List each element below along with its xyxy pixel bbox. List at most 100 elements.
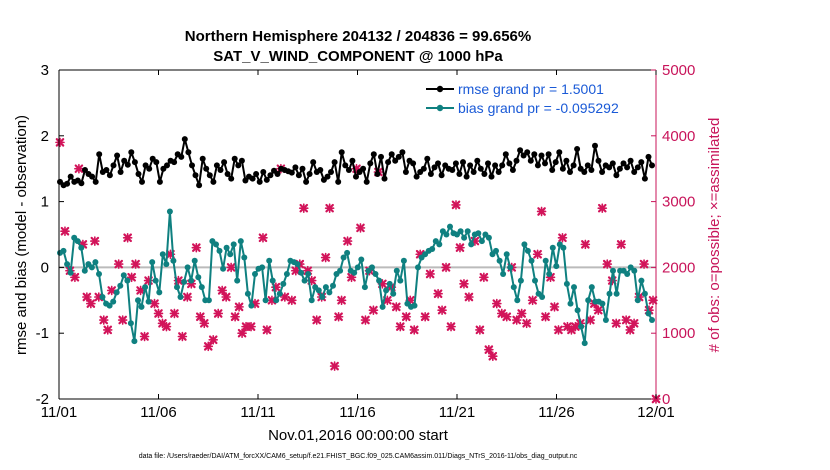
bias-point xyxy=(588,284,595,291)
bias-point xyxy=(645,310,652,317)
obs-marker xyxy=(409,325,420,335)
bias-point xyxy=(571,284,577,291)
rmse-point xyxy=(649,162,655,169)
bias-point xyxy=(67,269,74,276)
rmse-point xyxy=(367,160,374,167)
rmse-point xyxy=(513,157,520,164)
obs-marker xyxy=(549,302,560,312)
bias-point xyxy=(166,208,173,215)
obs-marker xyxy=(258,232,268,243)
rmse-point xyxy=(360,165,367,172)
bias-point xyxy=(500,271,507,277)
obs-marker xyxy=(117,315,128,325)
bias-point xyxy=(624,271,631,277)
bias-point xyxy=(131,338,138,345)
legend-box xyxy=(424,77,646,119)
obs-marker xyxy=(191,242,202,253)
obs-marker xyxy=(597,203,608,213)
obs-marker xyxy=(570,321,581,332)
y-tick-label: 2 xyxy=(41,128,49,145)
rmse-point xyxy=(460,159,466,166)
bias-point xyxy=(234,277,241,284)
bias-point xyxy=(64,261,71,268)
bias-point xyxy=(177,294,184,300)
rmse-point xyxy=(199,155,206,162)
rmse-point xyxy=(542,160,548,167)
rmse-point xyxy=(181,136,188,143)
rmse-point xyxy=(449,167,456,173)
rmse-point xyxy=(438,172,445,179)
obs-marker xyxy=(355,223,366,233)
obs-markers xyxy=(55,78,661,404)
x-axis-label: Nov.01,2016 00:00:00 start xyxy=(268,427,449,444)
rmse-point xyxy=(559,165,566,172)
bias-point xyxy=(88,264,95,271)
rmse-point xyxy=(238,157,245,164)
y-tick-label: 0 xyxy=(41,259,49,276)
rmse-point xyxy=(253,171,260,177)
rmse-point xyxy=(64,180,71,187)
bias-point xyxy=(142,284,149,291)
y2-tick-label: 3000 xyxy=(662,194,695,211)
x-tick-label: 11/01 xyxy=(41,404,77,421)
obs-marker xyxy=(320,252,331,263)
rmse-point xyxy=(124,161,131,168)
legend: rmse grand pr = 1.5001 bias grand pr = -… xyxy=(424,77,646,119)
obs-marker xyxy=(86,298,96,309)
rmse-point xyxy=(509,167,516,173)
rmse-point xyxy=(196,182,203,189)
obs-marker xyxy=(182,292,193,302)
bias-point xyxy=(156,289,163,296)
obs-marker xyxy=(391,302,402,312)
bias-point xyxy=(145,298,152,305)
bias-point xyxy=(507,264,514,271)
bias-point xyxy=(539,294,546,300)
bias-point xyxy=(411,302,418,309)
bias-point xyxy=(634,297,641,304)
bias-point xyxy=(351,269,358,276)
rmse-point xyxy=(584,162,591,169)
plot-area xyxy=(59,70,656,399)
obs-marker xyxy=(475,325,485,335)
bias-point xyxy=(227,251,234,258)
obs-marker xyxy=(298,203,309,213)
bias-point xyxy=(163,261,170,268)
obs-marker xyxy=(360,315,371,325)
rmse-point xyxy=(463,173,470,180)
bias-point xyxy=(578,323,585,330)
bias-point xyxy=(429,246,436,252)
obs-marker xyxy=(585,315,596,325)
bias-point xyxy=(188,277,195,284)
bias-point xyxy=(599,300,606,307)
rmse-point xyxy=(106,172,113,179)
rmse-point xyxy=(235,162,242,169)
rmse-point xyxy=(178,153,185,160)
obs-marker xyxy=(446,321,456,332)
rmse-point xyxy=(595,157,602,164)
rmse-point xyxy=(303,178,310,185)
rmse-point xyxy=(420,165,427,172)
bias-point xyxy=(244,290,251,297)
bias-point xyxy=(631,267,638,274)
bias-point xyxy=(319,294,326,300)
bias-point xyxy=(372,271,379,277)
bias-point xyxy=(330,282,336,289)
rmse-point xyxy=(292,164,299,171)
rmse-point xyxy=(288,169,295,176)
rmse-point xyxy=(331,159,338,166)
rmse-point xyxy=(381,175,388,182)
obs-marker xyxy=(491,298,502,309)
rmse-point xyxy=(206,172,213,179)
obs-marker xyxy=(342,236,353,246)
bias-point xyxy=(308,297,315,304)
rmse-point xyxy=(370,151,377,158)
rmse-point xyxy=(556,149,563,156)
obs-marker xyxy=(621,315,631,325)
bias-point xyxy=(149,259,156,266)
obs-marker xyxy=(527,295,538,306)
data-file-footnote: data file: /Users/raeder/DAI/ATM_forcXX/… xyxy=(139,453,578,460)
obs-marker xyxy=(629,318,639,329)
obs-marker xyxy=(262,325,272,335)
bias-point xyxy=(326,289,333,296)
rmse-point xyxy=(110,162,117,169)
